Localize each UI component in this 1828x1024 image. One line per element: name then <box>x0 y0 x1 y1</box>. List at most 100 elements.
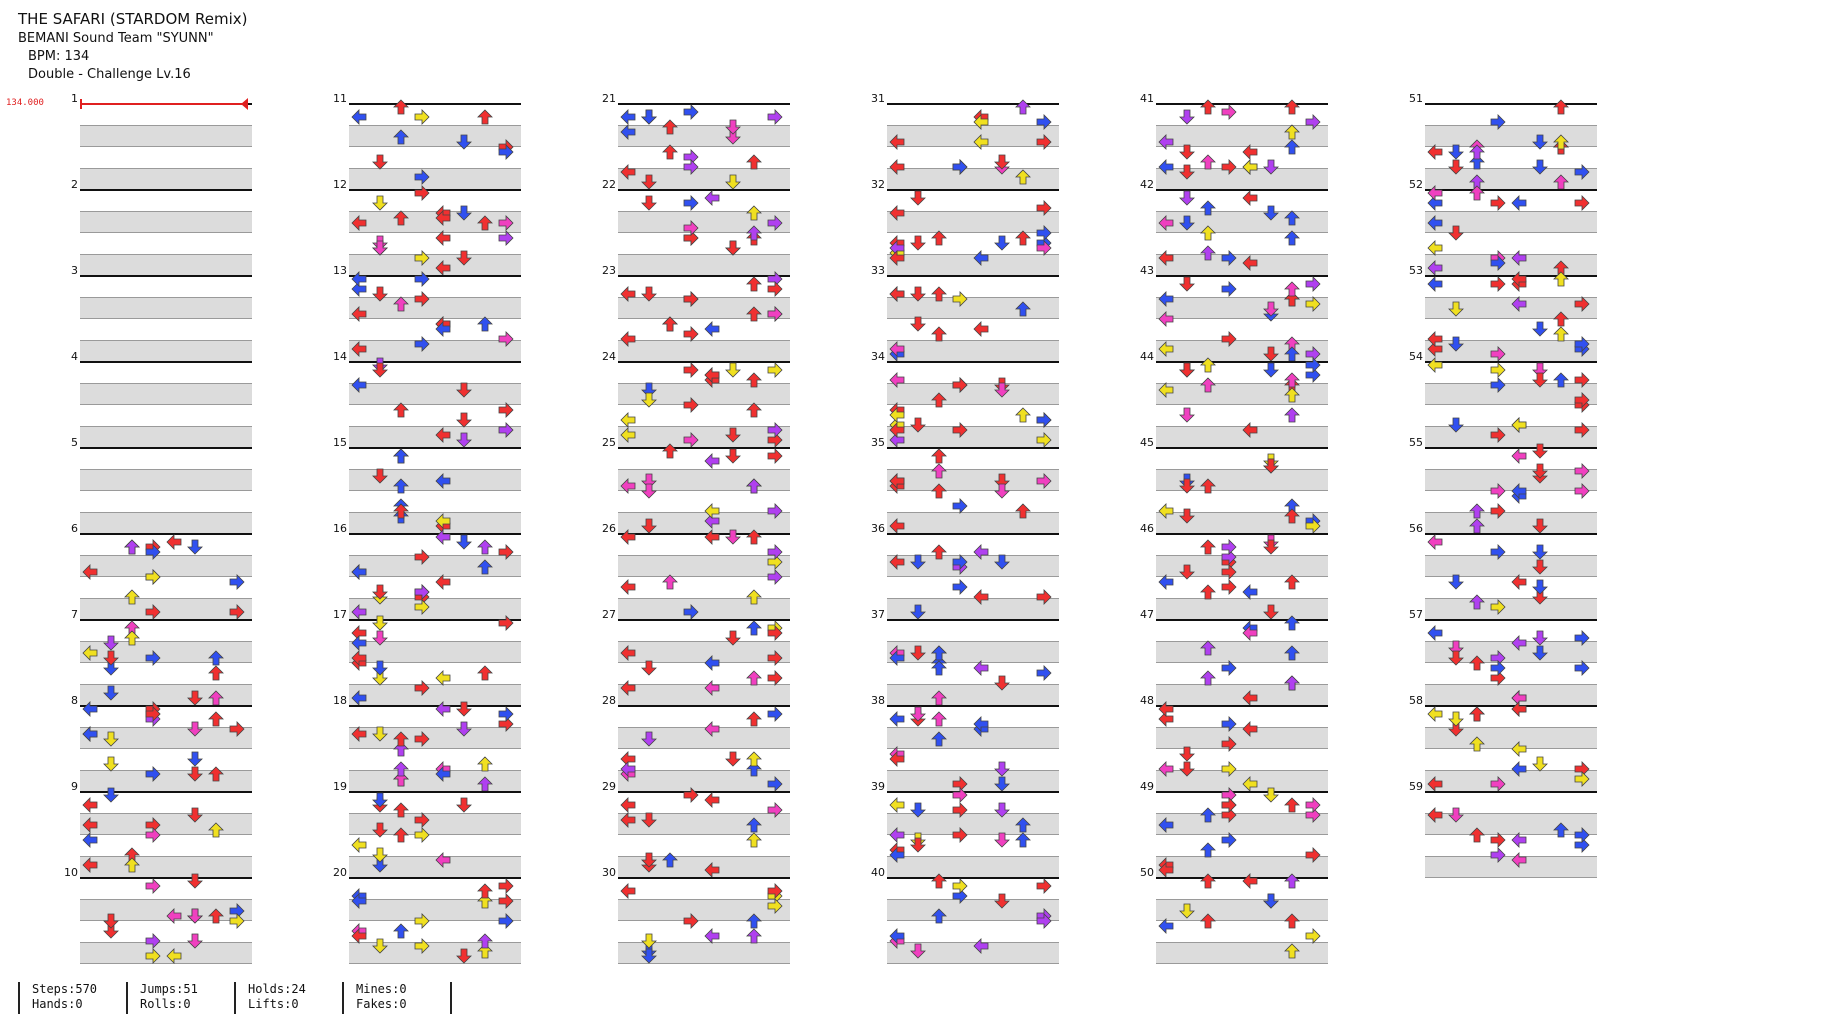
arrow-right-icon <box>1573 629 1591 647</box>
arrow-right-icon <box>766 705 784 723</box>
arrow-left-icon <box>1241 872 1259 890</box>
beat-band <box>1425 469 1597 491</box>
measure-number: 9 <box>71 780 78 793</box>
measure-line <box>887 619 1059 621</box>
beat-band <box>80 856 252 878</box>
measure-column: 1 2 3 4 5 6 7 8 9 10 <box>64 93 252 967</box>
arrow-down-icon <box>724 118 742 136</box>
measure-line <box>887 877 1059 879</box>
arrow-right-icon <box>951 786 969 804</box>
arrow-right-icon <box>1489 113 1507 131</box>
arrow-left-icon <box>1510 270 1528 288</box>
beat-band <box>349 168 521 190</box>
arrow-right-icon <box>144 568 162 586</box>
arrow-right-icon <box>1573 295 1591 313</box>
beat-band <box>887 211 1059 233</box>
arrow-left-icon <box>888 927 906 945</box>
arrow-right-icon <box>766 361 784 379</box>
arrow-up-icon <box>1014 229 1032 247</box>
arrow-down-icon <box>640 947 658 965</box>
arrow-up-icon <box>745 912 763 930</box>
arrow-down-icon <box>1447 416 1465 434</box>
arrow-down-icon <box>724 629 742 647</box>
arrow-right-icon <box>766 447 784 465</box>
arrow-right-icon <box>1035 877 1053 895</box>
beat-band <box>1156 211 1328 233</box>
measure-column: 51 52 53 54 55 56 57 58 59 <box>1409 93 1597 967</box>
arrow-up-icon <box>745 710 763 728</box>
arrow-right-icon <box>1573 482 1591 500</box>
arrow-down-icon <box>102 649 120 667</box>
arrow-down-icon <box>640 472 658 490</box>
measure-line <box>1425 791 1597 793</box>
measure-line <box>1156 189 1328 191</box>
arrow-right-icon <box>497 421 515 439</box>
bpm-change-marker: 134.000 <box>6 98 44 108</box>
measure-number: 8 <box>71 694 78 707</box>
arrow-down-icon <box>909 801 927 819</box>
arrow-right-icon <box>1489 831 1507 849</box>
arrow-up-icon <box>1199 639 1217 657</box>
arrow-down-icon <box>1447 224 1465 242</box>
measure-number: 52 <box>1409 178 1423 191</box>
arrow-down-icon <box>1178 563 1196 581</box>
arrow-left-icon <box>888 340 906 358</box>
arrow-right-icon <box>1220 158 1238 176</box>
arrow-right-icon <box>413 811 431 829</box>
arrow-up-icon <box>1468 735 1486 753</box>
arrow-up-icon <box>745 224 763 242</box>
measure-number: 14 <box>333 350 347 363</box>
arrow-up-icon <box>1283 573 1301 591</box>
arrow-right-icon <box>144 765 162 783</box>
arrow-right-icon <box>413 598 431 616</box>
measure-line <box>349 275 521 277</box>
arrow-up-icon <box>1468 143 1486 161</box>
arrow-right-icon <box>413 937 431 955</box>
arrow-left-icon <box>1510 416 1528 434</box>
arrow-right-icon <box>413 249 431 267</box>
arrow-up-icon <box>123 538 141 556</box>
arrow-right-icon <box>766 108 784 126</box>
arrow-up-icon <box>930 907 948 925</box>
beat-band <box>80 340 252 362</box>
beat-band <box>887 469 1059 491</box>
arrow-left-icon <box>1426 624 1444 642</box>
arrow-left-icon <box>1241 189 1259 207</box>
measure-line <box>887 791 1059 793</box>
measure-line <box>80 877 252 879</box>
arrow-down-icon <box>186 806 204 824</box>
beat-band <box>1425 641 1597 663</box>
arrow-right-icon <box>144 932 162 950</box>
beat-band <box>1425 555 1597 577</box>
arrow-up-icon <box>745 750 763 768</box>
arrow-left-icon <box>434 765 452 783</box>
arrow-up-icon <box>1199 669 1217 687</box>
measure-line <box>1156 619 1328 621</box>
arrow-left-icon <box>1241 421 1259 439</box>
arrow-left-icon <box>1426 533 1444 551</box>
arrow-up-icon <box>745 588 763 606</box>
arrow-left-icon <box>1241 254 1259 272</box>
arrow-right-icon <box>413 184 431 202</box>
measure-line <box>80 619 252 621</box>
arrow-up-icon <box>1014 502 1032 520</box>
arrow-left-icon <box>1510 831 1528 849</box>
arrow-up-icon <box>1283 872 1301 890</box>
arrow-up-icon <box>392 447 410 465</box>
arrow-up-icon <box>476 892 494 910</box>
beat-band <box>349 297 521 319</box>
arrow-left-icon <box>888 517 906 535</box>
measure-line <box>618 361 790 363</box>
arrow-down-icon <box>1178 902 1196 920</box>
beat-band <box>887 899 1059 921</box>
arrow-down-icon <box>640 381 658 399</box>
beat-band <box>80 168 252 190</box>
measure-number: 32 <box>871 178 885 191</box>
arrow-right-icon <box>144 649 162 667</box>
beat-band <box>887 168 1059 190</box>
measure-number: 27 <box>602 608 616 621</box>
arrow-down-icon <box>455 533 473 551</box>
arrow-right-icon <box>228 720 246 738</box>
arrow-up-icon <box>1283 942 1301 960</box>
arrow-right-icon <box>951 497 969 515</box>
